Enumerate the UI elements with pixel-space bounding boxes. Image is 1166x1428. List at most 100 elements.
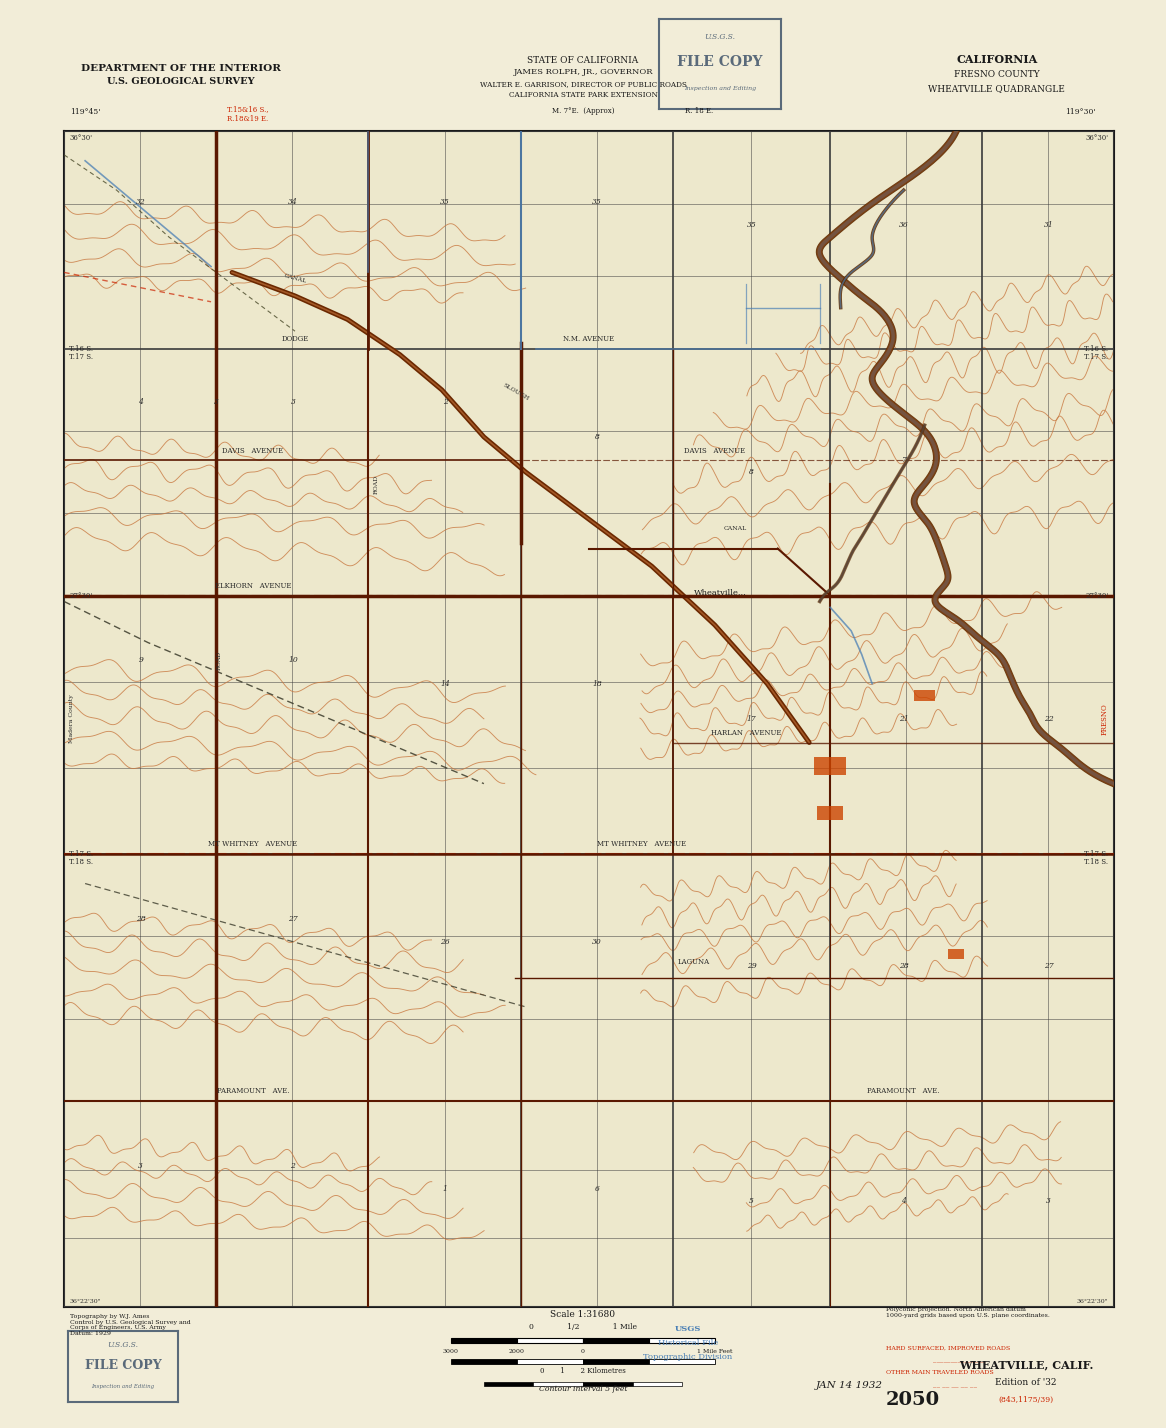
Text: 28: 28	[136, 915, 146, 922]
Text: DAVIS   AVENUE: DAVIS AVENUE	[223, 447, 283, 454]
Text: 34: 34	[288, 198, 297, 206]
Text: 31: 31	[1044, 221, 1053, 230]
Text: Topography by W.J. Ames
Control by U.S. Geological Survey and
Corps of Engineers: Topography by W.J. Ames Control by U.S. …	[70, 1314, 191, 1337]
Text: 7: 7	[901, 457, 906, 464]
Text: T.17 S.: T.17 S.	[70, 353, 93, 360]
Text: 8: 8	[595, 433, 599, 441]
Text: T.15&16 S.,: T.15&16 S.,	[227, 106, 269, 113]
Text: 21: 21	[899, 715, 908, 723]
Text: 27: 27	[288, 915, 297, 922]
Text: Polyconic projection. North American datum
1000-yard grids based upon U.S. plane: Polyconic projection. North American dat…	[886, 1307, 1051, 1318]
Text: M. 7°E.  (Approx): M. 7°E. (Approx)	[552, 107, 614, 114]
Text: 36°22'30": 36°22'30"	[70, 1299, 101, 1304]
Text: PARAMOUNT   AVE.: PARAMOUNT AVE.	[217, 1087, 289, 1095]
Text: CALIFORNIA: CALIFORNIA	[956, 54, 1038, 64]
Text: 3000: 3000	[443, 1349, 459, 1354]
Bar	[451, 1359, 517, 1364]
Text: CALIFORNIA STATE PARK EXTENSION: CALIFORNIA STATE PARK EXTENSION	[508, 91, 658, 99]
Text: 4: 4	[901, 1197, 906, 1205]
Text: WHEATVILLE QUADRANGLE: WHEATVILLE QUADRANGLE	[928, 84, 1066, 93]
Text: 28: 28	[899, 962, 908, 970]
Text: 8: 8	[749, 468, 754, 476]
Text: DEPARTMENT OF THE INTERIOR: DEPARTMENT OF THE INTERIOR	[80, 64, 281, 73]
Text: FRESNO: FRESNO	[1101, 703, 1108, 735]
Text: FRESNO COUNTY: FRESNO COUNTY	[954, 70, 1040, 79]
Text: JAMES ROLPH, JR., GOVERNOR: JAMES ROLPH, JR., GOVERNOR	[513, 69, 653, 76]
Text: U.S.G.S.: U.S.G.S.	[704, 33, 736, 40]
Text: 2: 2	[443, 397, 448, 406]
Text: Inspection and Editing: Inspection and Editing	[684, 86, 756, 91]
Bar	[583, 1338, 649, 1344]
Text: T.16 S.: T.16 S.	[1084, 344, 1108, 353]
Text: 35: 35	[441, 198, 450, 206]
Bar	[484, 1382, 533, 1385]
Text: 14: 14	[441, 680, 450, 688]
Text: ROAD: ROAD	[217, 651, 222, 670]
Text: HARLAN   AVENUE: HARLAN AVENUE	[711, 728, 781, 737]
Text: 5: 5	[749, 1197, 754, 1205]
Text: Contour interval 5 feet: Contour interval 5 feet	[539, 1385, 627, 1394]
Text: 36°30': 36°30'	[1086, 134, 1108, 141]
Text: Historical File: Historical File	[658, 1339, 718, 1347]
Text: 0: 0	[581, 1349, 585, 1354]
Text: 119°30': 119°30'	[1066, 109, 1096, 116]
Text: WHEATVILLE, CALIF.: WHEATVILLE, CALIF.	[958, 1359, 1094, 1369]
Text: FILE COPY: FILE COPY	[677, 54, 763, 69]
Bar	[914, 690, 935, 701]
Text: T.18 S.: T.18 S.	[70, 858, 93, 865]
Text: HARD SURFACED, IMPROVED ROADS: HARD SURFACED, IMPROVED ROADS	[886, 1345, 1011, 1351]
Text: R.18&19 E.: R.18&19 E.	[227, 116, 268, 123]
Bar	[814, 757, 847, 775]
Text: USGS: USGS	[675, 1325, 701, 1332]
Bar	[517, 1338, 583, 1344]
Text: (843,1175/39): (843,1175/39)	[998, 1397, 1054, 1404]
Text: 4: 4	[139, 397, 143, 406]
Text: 1 Mile Feet: 1 Mile Feet	[697, 1349, 733, 1354]
Text: 35: 35	[746, 221, 757, 230]
Text: Topographic Division: Topographic Division	[644, 1354, 732, 1361]
Text: CANAL: CANAL	[724, 526, 747, 531]
Text: LAGUNA: LAGUNA	[677, 958, 710, 965]
Text: T.17 S.: T.17 S.	[70, 850, 93, 858]
Text: DAVIS   AVENUE: DAVIS AVENUE	[684, 447, 745, 454]
Text: Madera County: Madera County	[70, 694, 75, 744]
Text: U.S. GEOLOGICAL SURVEY: U.S. GEOLOGICAL SURVEY	[107, 77, 254, 86]
Text: 3: 3	[1046, 1197, 1051, 1205]
Text: 119°45': 119°45'	[70, 109, 100, 116]
Text: T.17 S.: T.17 S.	[1084, 850, 1108, 858]
Text: 29: 29	[746, 962, 757, 970]
Text: MT WHITNEY   AVENUE: MT WHITNEY AVENUE	[597, 840, 686, 848]
Text: 36°22'30": 36°22'30"	[1076, 1299, 1108, 1304]
Bar	[583, 1382, 632, 1385]
Text: _______________: _______________	[933, 1355, 985, 1362]
Text: __ __ __ __ __: __ __ __ __ __	[933, 1379, 977, 1387]
Text: N.M. AVENUE: N.M. AVENUE	[563, 336, 614, 343]
Text: Scale 1:31680: Scale 1:31680	[550, 1309, 616, 1318]
Bar	[817, 805, 843, 820]
Text: FILE COPY: FILE COPY	[85, 1358, 161, 1372]
Text: WALTER E. GARRISON, DIRECTOR OF PUBLIC ROADS: WALTER E. GARRISON, DIRECTOR OF PUBLIC R…	[479, 80, 687, 87]
Text: 36: 36	[899, 221, 908, 230]
Text: 35: 35	[592, 198, 602, 206]
Text: 18: 18	[592, 680, 602, 688]
Text: R. 18 E.: R. 18 E.	[686, 107, 714, 114]
Bar	[534, 1382, 583, 1385]
Text: T.18 S.: T.18 S.	[1084, 858, 1108, 865]
Bar	[649, 1338, 715, 1344]
Text: 27°30': 27°30'	[70, 591, 92, 600]
Text: 2050: 2050	[886, 1391, 940, 1409]
Text: 6: 6	[595, 1185, 599, 1194]
Text: Inspection and Editing: Inspection and Editing	[91, 1384, 155, 1389]
Text: T.16 S.: T.16 S.	[70, 344, 93, 353]
Text: 17: 17	[746, 715, 757, 723]
Text: ELKHORN   AVENUE: ELKHORN AVENUE	[215, 581, 292, 590]
Text: 26: 26	[441, 938, 450, 947]
Text: CANAL: CANAL	[283, 273, 307, 284]
Text: 2: 2	[290, 1161, 295, 1170]
Bar	[948, 950, 964, 958]
Text: 22: 22	[1044, 715, 1053, 723]
Text: U.S.G.S.: U.S.G.S.	[107, 1341, 139, 1349]
Text: 0              1/2              1 Mile: 0 1/2 1 Mile	[529, 1322, 637, 1331]
Text: JAN 14 1932: JAN 14 1932	[816, 1381, 883, 1389]
Text: 30: 30	[592, 938, 602, 947]
